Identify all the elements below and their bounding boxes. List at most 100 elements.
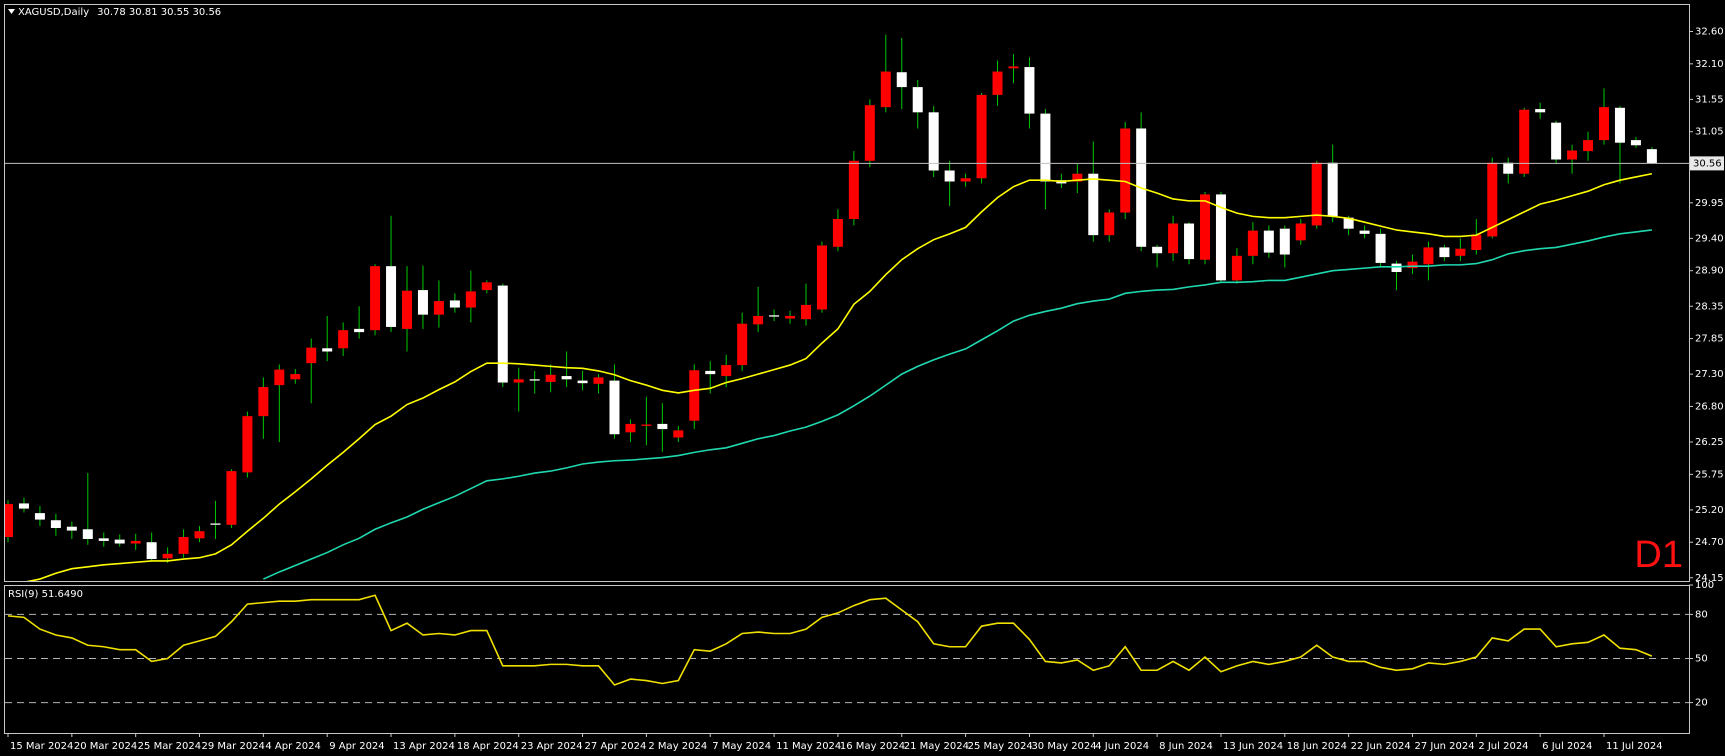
candle-body: [1215, 194, 1226, 281]
candle-body: [82, 529, 93, 539]
candle-body: [1295, 223, 1306, 241]
candle-body: [18, 503, 29, 509]
candle-body: [290, 374, 301, 380]
candle-body: [928, 112, 939, 171]
main-panel-frame: [4, 4, 1690, 582]
x-tick-label: 4 Apr 2024: [265, 741, 320, 752]
candle-body: [1184, 223, 1195, 260]
candle-body: [322, 348, 333, 352]
x-tick-label: 27 Jun 2024: [1414, 741, 1474, 752]
candle-body: [1279, 228, 1290, 255]
chart-title: XAGUSD,Daily: [18, 7, 89, 18]
candle-body: [1263, 230, 1274, 253]
x-tick-label: 25 Mar 2024: [138, 741, 201, 752]
candle-body: [912, 87, 923, 113]
candle-body: [593, 377, 604, 384]
candle-body: [864, 105, 875, 161]
rsi-title: RSI(9) 51.6490: [8, 589, 83, 600]
candle-body: [1343, 217, 1354, 229]
candle-body: [1423, 247, 1434, 265]
y-tick-label: 31.55: [1695, 94, 1724, 105]
candle-body: [657, 423, 668, 430]
candle-body: [178, 537, 189, 554]
candle-body: [386, 266, 397, 327]
current-price-label: 30.56: [1693, 158, 1722, 169]
candle-body: [1567, 150, 1578, 160]
y-tick-label: 20: [1695, 698, 1708, 709]
x-tick-label: 6 Jul 2024: [1542, 741, 1592, 752]
candle-body: [306, 347, 317, 364]
candle-body: [1168, 223, 1179, 254]
candle-body: [1104, 212, 1115, 236]
x-tick-label: 18 Apr 2024: [457, 741, 519, 752]
x-tick-label: 21 May 2024: [904, 741, 969, 752]
candle-body: [1471, 234, 1482, 251]
candle-body: [162, 553, 173, 559]
rsi-plot: [5, 594, 1689, 704]
candle-body: [816, 245, 827, 310]
axes: 24.15 24.70 25.20 25.75 26.25 26.80 27.30 27.85…: [7, 27, 1724, 752]
x-tick-label: 29 Mar 2024: [202, 741, 265, 752]
candle-body: [577, 380, 588, 384]
x-tick-label: 13 Apr 2024: [393, 741, 455, 752]
candle-body: [1614, 107, 1625, 143]
y-tick-label: 26.80: [1695, 401, 1724, 412]
x-tick-label: 11 May 2024: [776, 741, 841, 752]
y-tick-label: 26.25: [1695, 437, 1724, 448]
candle-body: [992, 71, 1003, 95]
candle-body: [1583, 140, 1594, 152]
timeframe-label: D1: [1634, 534, 1683, 576]
y-tick-label: 80: [1695, 609, 1708, 620]
candle-body: [673, 430, 684, 438]
x-tick-label: 25 May 2024: [968, 741, 1033, 752]
y-tick-label: 100: [1695, 580, 1714, 591]
candle-body: [242, 416, 253, 473]
candle-body: [34, 513, 45, 520]
x-tick-label: 4 Jun 2024: [1095, 741, 1149, 752]
candle-body: [1088, 173, 1099, 236]
candle-body: [481, 282, 492, 291]
candle-body: [561, 376, 572, 380]
candle-body: [1439, 247, 1450, 258]
y-tick-label: 25.20: [1695, 505, 1724, 516]
x-tick-label: 2 May 2024: [648, 741, 707, 752]
candle-body: [1072, 173, 1083, 182]
candle-body: [210, 523, 221, 525]
x-tick-label: 23 Apr 2024: [521, 741, 583, 752]
candle-body: [1503, 162, 1514, 174]
candle-body: [737, 323, 748, 366]
candle-body: [1519, 109, 1530, 174]
candle-body: [465, 291, 476, 308]
candle-body: [721, 365, 732, 377]
y-tick-label: 29.40: [1695, 233, 1724, 244]
menu-triangle[interactable]: [8, 9, 15, 14]
candle-body: [880, 71, 891, 108]
candle-body: [1455, 248, 1466, 256]
chart-header: XAGUSD,Daily 30.78 30.81 30.55 30.56: [18, 7, 221, 18]
candle-body: [689, 370, 700, 421]
y-tick-label: 27.85: [1695, 334, 1724, 345]
current-price-box: [1690, 156, 1724, 171]
candle-body: [1375, 233, 1386, 263]
candle-body: [1630, 140, 1641, 146]
candle-body: [529, 379, 540, 381]
candle-body: [370, 266, 381, 331]
y-tick-label: 24.70: [1695, 537, 1724, 548]
candle-body: [848, 160, 859, 219]
y-tick-label: 27.30: [1695, 369, 1724, 380]
candle-body: [402, 290, 412, 329]
y-tick-label: 31.05: [1695, 127, 1724, 138]
y-tick-label: 28.35: [1695, 301, 1724, 312]
candle-body: [976, 94, 987, 179]
candle-body: [1535, 109, 1546, 113]
candle-body: [1487, 162, 1498, 237]
candle-body: [1040, 113, 1051, 182]
candle-body: [1120, 128, 1131, 213]
candle-body: [609, 380, 620, 435]
candle-body: [1008, 66, 1019, 69]
candle-body: [1200, 194, 1210, 260]
candle-body: [1024, 67, 1035, 114]
candle-body: [1359, 230, 1370, 234]
x-tick-label: 22 Jun 2024: [1351, 741, 1411, 752]
